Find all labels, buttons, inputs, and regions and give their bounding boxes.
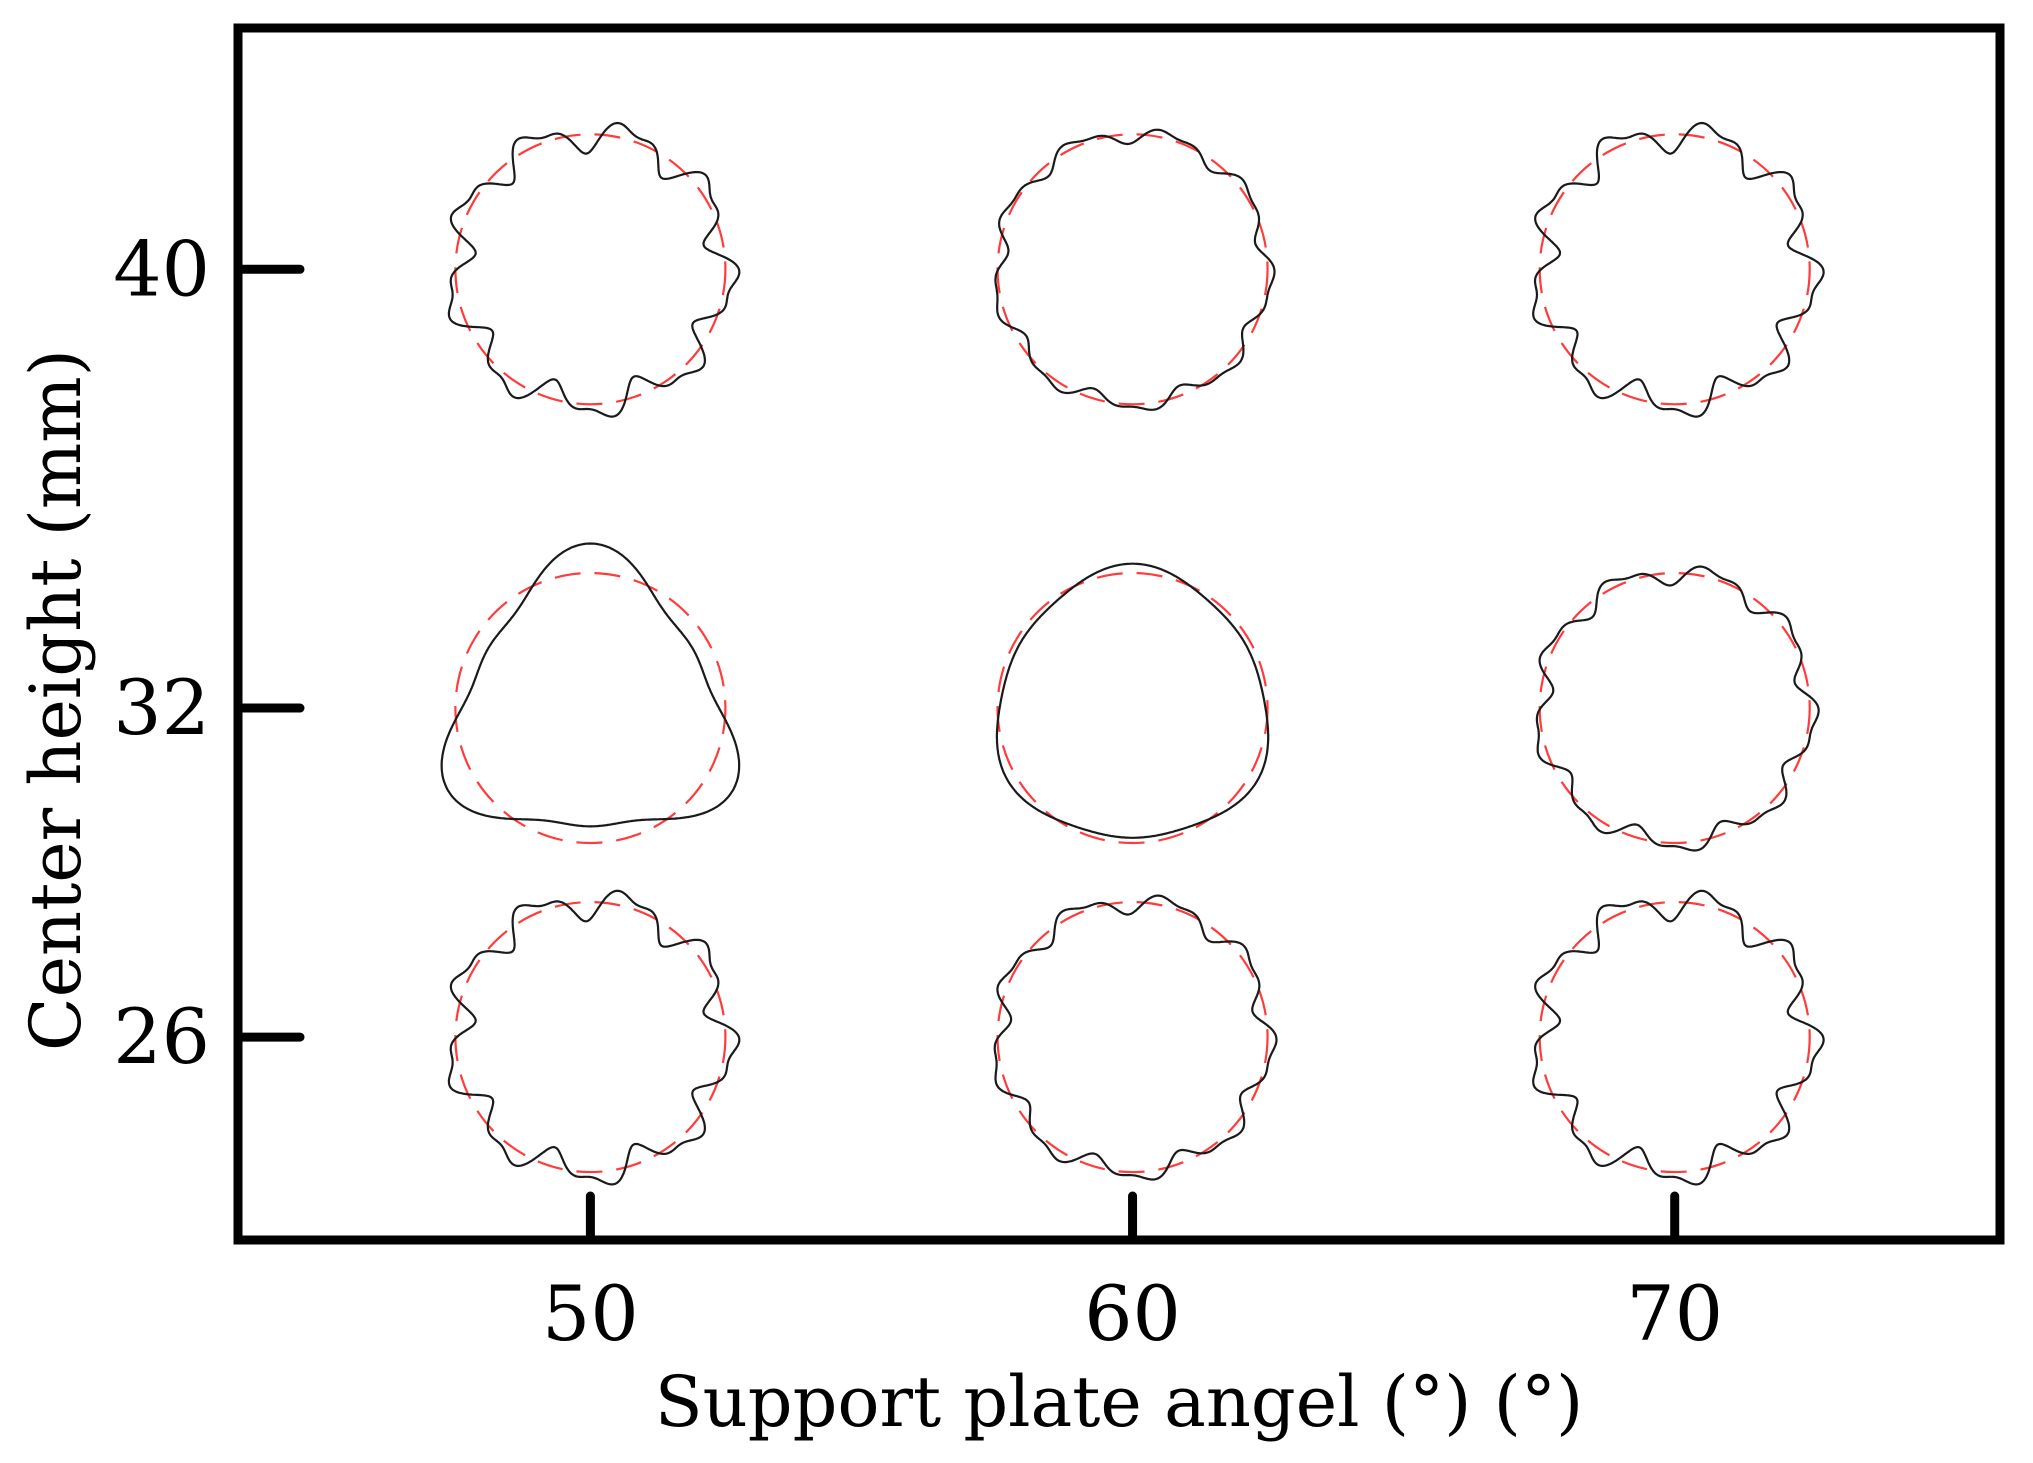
measured-profile-50-26 [447, 889, 741, 1186]
measured-profile-60-40 [994, 128, 1276, 411]
measured-profile-60-32 [995, 562, 1270, 839]
y-tick-label-32: 32 [113, 663, 210, 752]
y-axis-ticks: 40 32 26 [113, 224, 305, 1081]
measured-profile-60-26 [993, 894, 1278, 1181]
x-tick-label-60: 60 [1084, 1269, 1181, 1358]
profile-cell-50-26 [447, 889, 741, 1186]
measured-profile-50-40 [447, 121, 741, 418]
profile-cell-50-32 [440, 542, 741, 845]
plot-frame [233, 23, 2005, 1245]
profile-cell-60-40 [994, 128, 1276, 411]
profile-plots [440, 121, 1825, 1186]
measured-profile-50-32 [440, 542, 741, 828]
y-tick-label-40: 40 [113, 224, 210, 313]
profile-cell-70-32 [1535, 565, 1820, 852]
measured-profile-70-40 [1532, 121, 1825, 418]
profile-cell-60-32 [995, 562, 1270, 845]
y-tick-label-26: 26 [113, 992, 210, 1081]
reference-circle-60-32 [996, 571, 1269, 845]
x-axis-ticks: 50 60 70 [542, 1191, 1723, 1358]
profile-cell-70-26 [1532, 889, 1825, 1186]
profile-cell-70-40 [1532, 121, 1825, 418]
x-axis-title: Support plate angel (°) (°) [655, 1361, 1584, 1443]
x-tick-label-70: 70 [1626, 1269, 1723, 1358]
y-axis-title: Center height (mm) [15, 349, 97, 1051]
measured-profile-70-32 [1535, 565, 1820, 852]
measured-profile-70-26 [1532, 889, 1825, 1186]
reference-circle-60-40 [996, 133, 1269, 406]
profile-cell-60-26 [993, 894, 1278, 1181]
x-tick-label-50: 50 [542, 1269, 639, 1358]
profile-cell-50-40 [447, 121, 741, 418]
reference-circle-50-32 [454, 571, 727, 845]
